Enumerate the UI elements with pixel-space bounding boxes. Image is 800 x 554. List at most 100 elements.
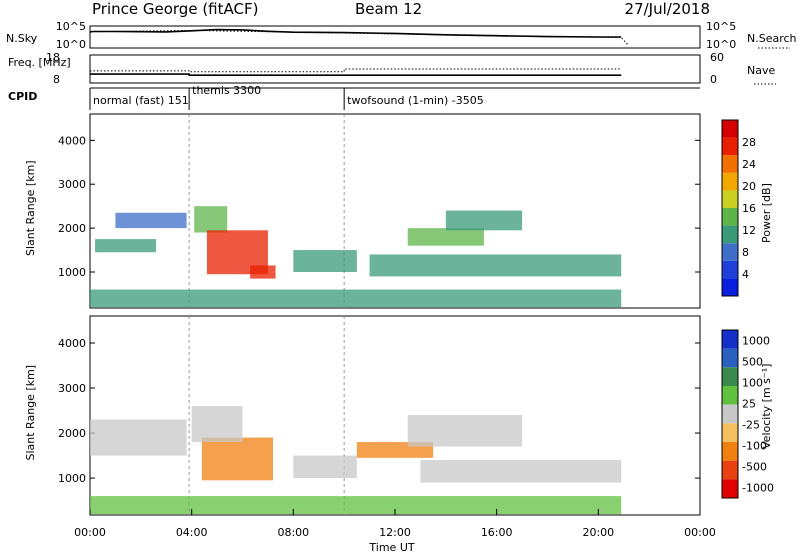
time-axis-tick-label: 08:00 bbox=[277, 526, 309, 539]
nave-label: Nave bbox=[747, 64, 775, 77]
frequency-right-tick-label: 0 bbox=[710, 73, 717, 86]
power-y-tick-label: 3000 bbox=[58, 178, 86, 191]
noise-search-label: N.Search bbox=[747, 32, 797, 45]
power-colorbar-swatch bbox=[722, 120, 738, 138]
power-colorbar-swatch bbox=[722, 225, 738, 244]
power-data-cell bbox=[407, 228, 484, 246]
power-colorbar-swatch bbox=[722, 278, 738, 296]
time-axis-tick-label: 16:00 bbox=[481, 526, 513, 539]
power-colorbar-tick-label: 20 bbox=[742, 180, 756, 193]
power-y-tick-label: 2000 bbox=[58, 222, 86, 235]
power-colorbar-tick-label: 24 bbox=[742, 158, 756, 171]
velocity-colorbar-tick-label: -100 bbox=[742, 440, 767, 453]
velocity-colorbar-tick-label: 1000 bbox=[742, 335, 770, 348]
noise-right-tick-label: 10^0 bbox=[706, 38, 736, 51]
power-colorbar-tick-label: 4 bbox=[742, 268, 749, 281]
date-title: 27/Jul/2018 bbox=[625, 0, 710, 18]
velocity-y-axis-label: Slant Range [km] bbox=[24, 365, 37, 461]
site-title: Prince George (fitACF) bbox=[92, 0, 258, 18]
power-y-tick-label: 1000 bbox=[58, 266, 86, 279]
noise-left-tick-label: 10^0 bbox=[56, 38, 86, 51]
time-axis-tick-label: 04:00 bbox=[176, 526, 208, 539]
velocity-colorbar-swatch bbox=[722, 479, 738, 498]
power-colorbar-frame bbox=[721, 119, 739, 297]
power-data-cell bbox=[194, 206, 228, 233]
beam-title: Beam 12 bbox=[355, 0, 422, 18]
velocity-colorbar-tick-label: -500 bbox=[742, 461, 767, 474]
velocity-data-cell bbox=[90, 496, 622, 515]
power-colorbar-swatch bbox=[722, 208, 738, 226]
velocity-colorbar-swatch bbox=[722, 386, 738, 405]
power-data-cell bbox=[369, 254, 622, 277]
power-colorbar-tick-label: 28 bbox=[742, 136, 756, 149]
velocity-data-cell bbox=[191, 406, 243, 443]
frequency-left-tick-label: 18 bbox=[46, 51, 60, 64]
power-data-cell bbox=[95, 239, 157, 253]
cpid-segment-label: themis 3300 bbox=[192, 84, 261, 97]
velocity-data-cell bbox=[420, 460, 622, 483]
velocity-data-cell bbox=[201, 437, 273, 481]
power-data-cell bbox=[445, 210, 523, 231]
chart-layer: N.Sky N.Search 10^5 10^0 10^5 10^0 Freq. [MHz]… bbox=[6, 20, 797, 554]
power-colorbar-tick-label: 8 bbox=[742, 246, 749, 259]
time-axis-tick-label: 20:00 bbox=[582, 526, 614, 539]
power-colorbar-swatch bbox=[722, 137, 738, 156]
power-data-cell bbox=[250, 265, 276, 279]
velocity-y-tick-label: 1000 bbox=[58, 472, 86, 485]
velocity-colorbar-swatch bbox=[722, 442, 738, 461]
velocity-panel-frame bbox=[89, 315, 701, 516]
time-axis-tick-label: 12:00 bbox=[379, 526, 411, 539]
velocity-colorbar-tick-label: -25 bbox=[742, 419, 760, 432]
frequency-series-line-freq bbox=[90, 73, 622, 76]
frequency-series-line-nave bbox=[90, 68, 622, 73]
velocity-colorbar-tick-label: 100 bbox=[742, 377, 763, 390]
frequency-label: Freq. [MHz] bbox=[8, 56, 71, 69]
cpid-label: CPID bbox=[8, 90, 37, 103]
power-data-cell bbox=[115, 212, 187, 229]
noise-sky-label: N.Sky bbox=[6, 32, 38, 45]
velocity-colorbar-swatch bbox=[722, 460, 738, 480]
power-colorbar-label: Power [dB] bbox=[760, 183, 773, 243]
time-axis-label: Time UT bbox=[368, 541, 414, 554]
frequency-right-tick-label: 60 bbox=[710, 51, 724, 64]
velocity-data-cell bbox=[90, 419, 187, 456]
frequency-panel-frame bbox=[89, 54, 701, 84]
velocity-y-tick-label: 2000 bbox=[58, 427, 86, 440]
velocity-colorbar-label: Velocity [m s⁻¹] bbox=[760, 364, 773, 449]
velocity-colorbar-swatch bbox=[722, 348, 738, 368]
power-colorbar-swatch bbox=[722, 172, 738, 191]
power-panel-frame bbox=[89, 113, 701, 309]
velocity-data-cell bbox=[407, 415, 523, 447]
velocity-colorbar-swatch bbox=[722, 367, 738, 386]
noise-panel-frame bbox=[89, 25, 701, 49]
power-colorbar-swatch bbox=[722, 155, 738, 173]
time-axis-tick-label: 00:00 bbox=[74, 526, 106, 539]
velocity-colorbar-tick-label: 25 bbox=[742, 398, 756, 411]
velocity-colorbar-swatch bbox=[722, 423, 738, 442]
noise-right-tick-label: 10^5 bbox=[706, 20, 736, 33]
power-colorbar-tick-label: 12 bbox=[742, 224, 756, 237]
frequency-left-tick-label: 8 bbox=[53, 73, 60, 86]
velocity-y-tick-label: 3000 bbox=[58, 382, 86, 395]
noise-series-line-sky bbox=[89, 28, 622, 38]
velocity-data-cell bbox=[293, 455, 357, 479]
velocity-colorbar-tick-label: -1000 bbox=[742, 482, 774, 495]
power-y-axis-label: Slant Range [km] bbox=[24, 160, 37, 256]
velocity-colorbar-frame bbox=[721, 329, 739, 499]
power-colorbar-swatch bbox=[722, 243, 738, 261]
velocity-colorbar-swatch bbox=[722, 330, 738, 349]
noise-series-line-search bbox=[89, 29, 630, 47]
cpid-segment-label: normal (fast) 151 bbox=[93, 94, 189, 107]
power-data-cell bbox=[90, 289, 622, 308]
velocity-colorbar-tick-label: 500 bbox=[742, 356, 763, 369]
velocity-y-tick-label: 4000 bbox=[58, 337, 86, 350]
cpid-segment-label: twofsound (1-min) -3505 bbox=[347, 94, 484, 107]
power-colorbar-swatch bbox=[722, 260, 738, 279]
velocity-colorbar-swatch bbox=[722, 404, 738, 424]
power-colorbar-swatch bbox=[722, 190, 738, 208]
noise-left-tick-label: 10^5 bbox=[56, 20, 86, 33]
power-colorbar-tick-label: 16 bbox=[742, 202, 756, 215]
power-data-cell bbox=[293, 250, 357, 273]
time-axis-tick-label: 00:00 bbox=[684, 526, 716, 539]
